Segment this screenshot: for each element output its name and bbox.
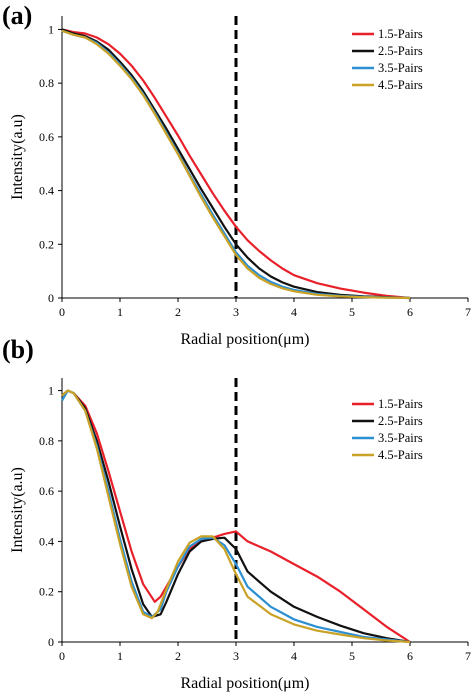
y-tick-label: 0.2 (39, 585, 54, 599)
x-tick-label: 3 (233, 305, 239, 319)
legend: 1.5-Pairs 2.5-Pairs 3.5-Pairs 4.5-Pairs (352, 27, 423, 92)
y-tick-label: 0 (48, 291, 54, 305)
x-tick-label: 1 (117, 649, 123, 663)
legend-label: 3.5-Pairs (378, 61, 423, 75)
legend: 1.5-Pairs 2.5-Pairs 3.5-Pairs 4.5-Pairs (352, 397, 423, 462)
legend-label: 2.5-Pairs (378, 44, 423, 58)
x-tick-label: 3 (233, 649, 239, 663)
y-tick-label: 0.8 (39, 434, 54, 448)
x-tick-label: 2 (175, 305, 181, 319)
y-tick-label: 1 (48, 22, 54, 36)
series-line-1.5-Pairs (61, 28, 411, 300)
x-tick-label: 2 (175, 649, 181, 663)
y-tick-label: 0.6 (39, 130, 54, 144)
series-line-4.5-Pairs (61, 29, 411, 300)
panel-label: (a) (2, 1, 32, 30)
series-line-2.5-Pairs (61, 28, 411, 300)
x-tick-label: 6 (407, 649, 413, 663)
x-tick-label: 0 (59, 649, 65, 663)
x-axis-title: Radial position(μm) (180, 331, 309, 348)
series-line-2.5-Pairs (61, 389, 411, 644)
x-tick-label: 0 (59, 305, 65, 319)
panel-label: (b) (2, 335, 34, 364)
y-tick-label: 0 (48, 635, 54, 649)
y-axis-title: Intensity(a.u) (9, 467, 26, 553)
legend-label: 4.5-Pairs (378, 448, 423, 462)
y-tick-label: 0.6 (39, 484, 54, 498)
x-tick-label: 7 (465, 305, 471, 319)
x-tick-label: 1 (117, 305, 123, 319)
x-tick-label: 5 (349, 649, 355, 663)
x-tick-label: 4 (291, 305, 297, 319)
legend-label: 1.5-Pairs (378, 27, 423, 41)
legend-label: 3.5-Pairs (378, 431, 423, 445)
series-line-4.5-Pairs (61, 389, 411, 644)
x-axis-title: Radial position(μm) (180, 675, 309, 692)
x-tick-label: 7 (465, 649, 471, 663)
legend-label: 1.5-Pairs (378, 397, 423, 411)
x-tick-label: 6 (407, 305, 413, 319)
chart-panel-2: (b) 0 1 2 3 4 5 6 7 0 0.2 0.4 0.6 0.8 1 Radial position… (2, 335, 471, 692)
y-tick-label: 1 (48, 384, 54, 398)
x-tick-label: 5 (349, 305, 355, 319)
y-axis-title: Intensity(a.u) (9, 114, 26, 200)
legend-label: 2.5-Pairs (378, 414, 423, 428)
y-tick-label: 0.8 (39, 76, 54, 90)
chart-panel-1: (a) 0 1 2 3 4 5 6 7 0 0.2 0.4 0.6 0.8 1 Radial position… (2, 1, 471, 348)
legend-label: 4.5-Pairs (378, 78, 423, 92)
y-tick-label: 0.4 (39, 184, 54, 198)
x-tick-label: 4 (291, 649, 297, 663)
y-tick-label: 0.2 (39, 237, 54, 251)
y-tick-label: 0.4 (39, 534, 54, 548)
